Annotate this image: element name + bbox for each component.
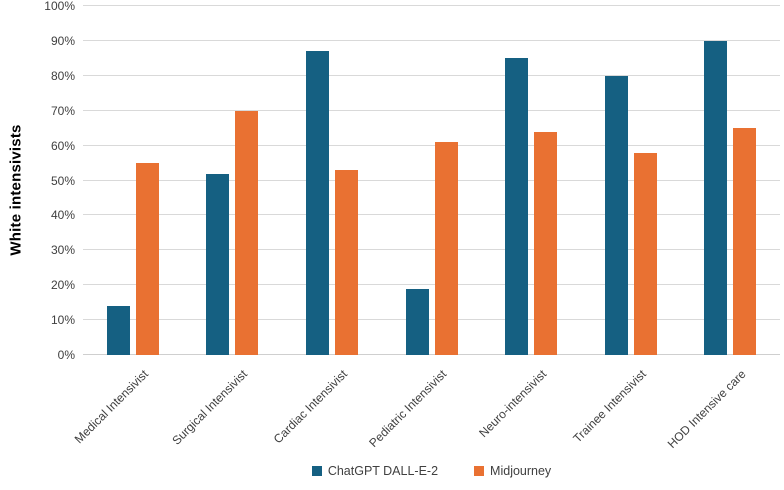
x-tick-label-3: Cardiac Intensivist <box>270 367 350 447</box>
y-tick-label-90: 90% <box>50 33 75 48</box>
y-tick-label-30: 30% <box>50 243 75 258</box>
plot-area <box>83 5 780 355</box>
bar-midjourney-6 <box>633 152 657 355</box>
chart-legend: ChatGPT DALL-E-2 Midjourney <box>83 464 780 478</box>
x-tick-label-6: Trainee Intensivist <box>570 367 649 446</box>
x-tick-label-4: Pediatric Intensivist <box>366 367 450 451</box>
gridline-50 <box>83 179 780 181</box>
bar-midjourney-7 <box>733 128 757 355</box>
y-tick-label-60: 60% <box>50 138 75 153</box>
legend-item-midjourney: Midjourney <box>474 464 551 478</box>
category-group-4 <box>382 6 482 355</box>
y-tick-label-80: 80% <box>50 68 75 83</box>
legend-label: ChatGPT DALL-E-2 <box>327 464 439 478</box>
gridline-90 <box>83 39 780 41</box>
category-group-1 <box>83 6 183 355</box>
x-tick-label-7: HOD Intensive care <box>664 367 749 451</box>
x-tick-label-5: Neuro-intensivist <box>475 367 549 441</box>
x-tick-label-1: Medical Intensivist <box>71 367 151 447</box>
category-group-7 <box>680 6 780 355</box>
category-group-3 <box>282 6 382 355</box>
category-group-5 <box>481 6 581 355</box>
category-group-2 <box>183 6 283 355</box>
gridline-40 <box>83 214 780 216</box>
gridline-10 <box>83 319 780 321</box>
legend-item-chatgpt-dall-e-2: ChatGPT DALL-E-2 <box>311 464 439 478</box>
y-tick-label-100: 100% <box>44 0 75 13</box>
y-tick-label-50: 50% <box>50 173 75 188</box>
bar-midjourney-1 <box>135 163 159 355</box>
gridline-70 <box>83 109 780 111</box>
bar-midjourney-5 <box>534 131 558 355</box>
bars-layer <box>83 6 780 355</box>
gridline-20 <box>83 284 780 286</box>
bar-chatgpt-dall-e-2-2 <box>206 173 230 355</box>
gridline-80 <box>83 74 780 76</box>
gridline-60 <box>83 144 780 146</box>
bar-midjourney-3 <box>334 170 358 355</box>
bar-chatgpt-dall-e-2-1 <box>106 306 130 355</box>
y-tick-label-0: 0% <box>57 348 75 362</box>
legend-swatch-icon <box>474 466 485 476</box>
y-tick-label-10: 10% <box>50 313 75 328</box>
x-tick-label-2: Surgical Intensivist <box>169 367 251 448</box>
gridline-100 <box>83 5 780 6</box>
bar-midjourney-4 <box>434 142 458 355</box>
bar-chatgpt-dall-e-2-3 <box>305 51 329 355</box>
legend-label: Midjourney <box>490 464 552 478</box>
bar-chatgpt-dall-e-2-4 <box>405 288 429 355</box>
gridline-30 <box>83 249 780 251</box>
y-tick-label-20: 20% <box>50 278 75 293</box>
y-tick-label-70: 70% <box>50 103 75 118</box>
bar-chatgpt-dall-e-2-7 <box>704 40 728 355</box>
bar-chatgpt-dall-e-2-5 <box>505 58 529 355</box>
legend-swatch-icon <box>311 466 322 476</box>
bar-midjourney-2 <box>235 110 259 355</box>
bar-chatgpt-dall-e-2-6 <box>604 75 628 355</box>
gridline-0 <box>83 354 780 355</box>
category-group-6 <box>581 6 681 355</box>
y-tick-label-40: 40% <box>50 208 75 223</box>
